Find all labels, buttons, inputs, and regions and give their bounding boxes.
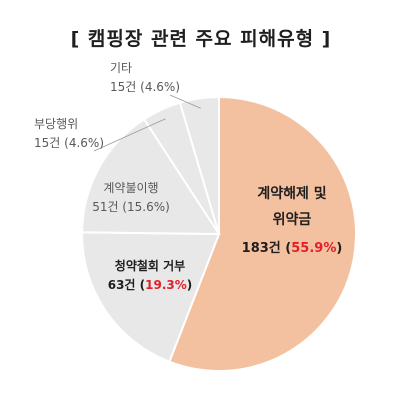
pie-slice-1 — [81, 231, 221, 363]
slice-count-4: 15건 ( — [110, 80, 145, 94]
slice-pct-2: 15.6% — [127, 200, 165, 214]
slice-pct-1: 19.3% — [145, 278, 187, 292]
slice-label-1: 청약철회 거부 — [115, 258, 185, 273]
leader-line-3 — [93, 118, 166, 152]
slice-pct-0: 55.9% — [291, 241, 336, 256]
slice-count-1: 63건 ( — [108, 277, 145, 292]
slice-count-2: 51건 ( — [92, 200, 127, 214]
slice-label-2: 계약불이행 — [103, 180, 158, 195]
pie-slices — [80, 95, 357, 372]
slice-count-3: 15건 ( — [34, 136, 69, 150]
slice-value-0: 183건 (55.9%) — [242, 240, 343, 256]
pie-slice-0 — [168, 95, 357, 372]
slice-label-0-line-1: 위약금 — [273, 211, 312, 228]
slice-value-3: 15건 (4.6%) — [34, 136, 104, 150]
leader-lines — [93, 94, 201, 152]
slice-value-1: 63건 (19.3%) — [108, 277, 193, 292]
slice-count-0: 183건 ( — [242, 240, 292, 256]
leader-line-4 — [169, 94, 201, 109]
pie-slice-4 — [178, 95, 220, 235]
pie-slice-2 — [80, 117, 221, 236]
slice-pct-3: 4.6% — [69, 136, 100, 150]
chart-title: [ 캠핑장 관련 주요 피해유형 ] — [70, 28, 332, 50]
slice-pct-4: 4.6% — [145, 80, 176, 94]
slice-value-2: 51건 (15.6%) — [92, 200, 170, 214]
slice-label-3: 부당행위 — [34, 116, 78, 131]
slice-value-4: 15건 (4.6%) — [110, 80, 180, 94]
slice-label-4: 기타 — [110, 61, 132, 75]
slice-label-0-line-0: 계약해제 및 — [257, 185, 326, 202]
